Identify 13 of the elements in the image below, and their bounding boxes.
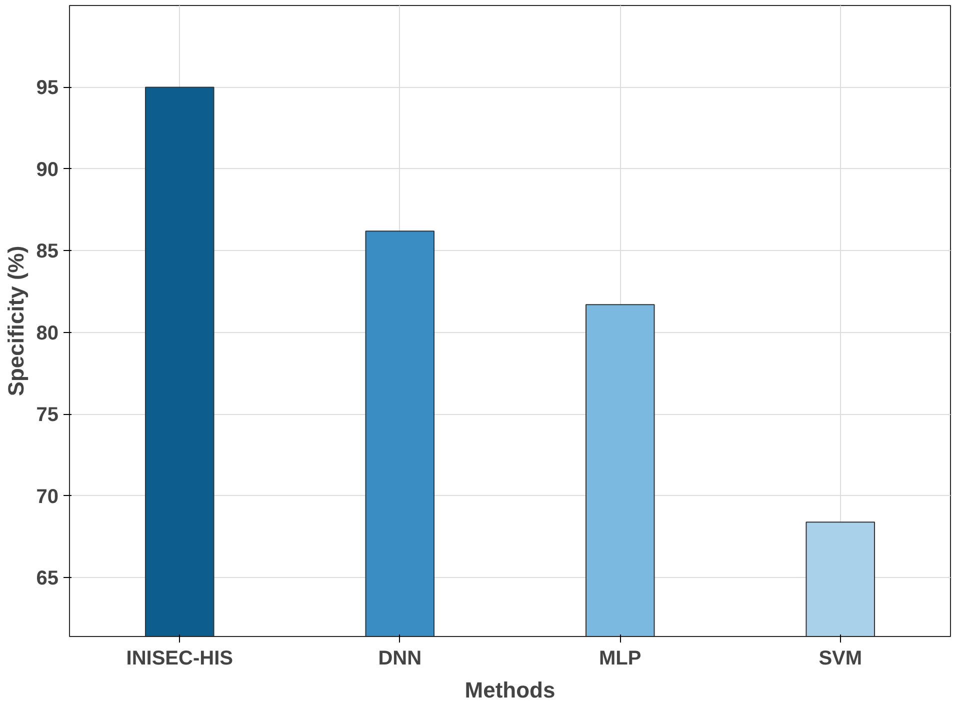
y-tick-label: 75 <box>36 404 59 426</box>
x-tick-label: DNN <box>378 648 422 670</box>
y-tick-label: 80 <box>36 322 59 344</box>
x-axis-title: Methods <box>464 678 556 702</box>
y-tick-label: 65 <box>36 568 59 590</box>
y-tick-label: 85 <box>36 240 59 263</box>
y-axis-title: Specificity (%) <box>3 246 28 396</box>
y-tick-label: 95 <box>36 77 59 100</box>
y-tick-label: 70 <box>36 486 59 508</box>
x-tick-label: SVM <box>818 648 862 670</box>
x-tick-label: INISEC-HIS <box>126 648 233 670</box>
y-tick-label: 90 <box>36 158 59 181</box>
x-tick-label: MLP <box>599 648 642 670</box>
